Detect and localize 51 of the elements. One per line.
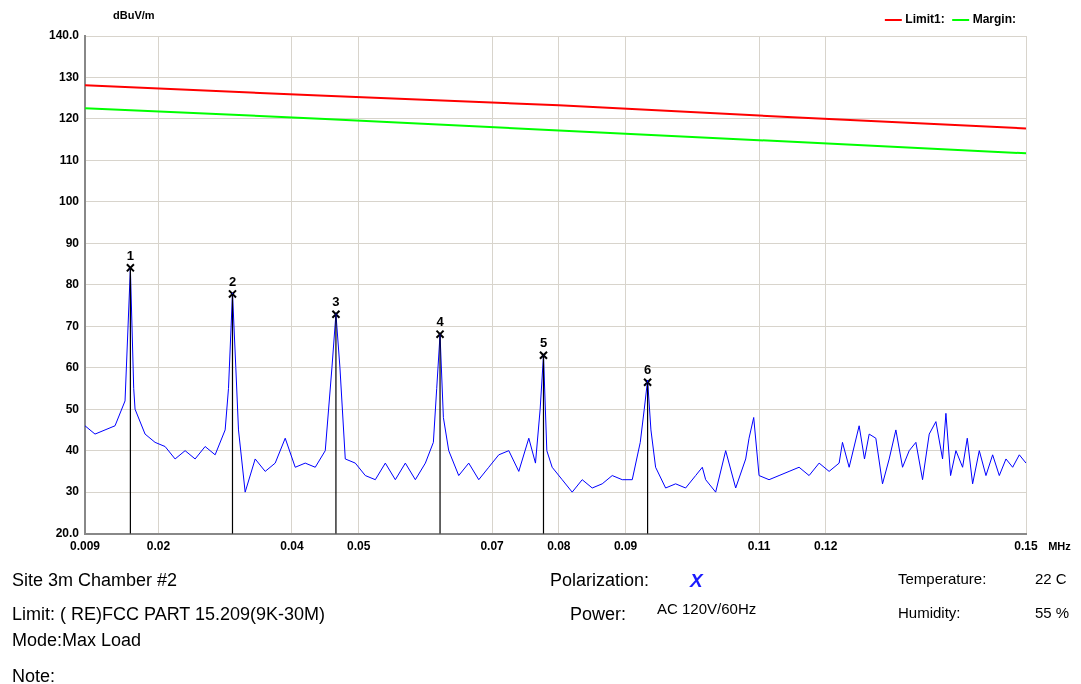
x-tick-label: 0.08: [547, 539, 571, 554]
y-tick-label: 20.0: [55, 525, 80, 540]
point: [538, 350, 549, 360]
x-tick-label: 0.05: [346, 539, 371, 554]
text: Power:: [570, 604, 627, 625]
x-tick-label: 0.12: [814, 539, 838, 554]
y-tick-label: 110: [59, 152, 80, 167]
point: [125, 263, 135, 273]
text: Note:: [12, 666, 56, 684]
text: Temperature:: [898, 570, 987, 587]
x-tick-label: 0.02: [146, 539, 171, 554]
annotation: 4: [436, 314, 445, 330]
annotation: 1: [126, 247, 134, 263]
y-tick-label: 100: [58, 194, 80, 209]
annotation: 5: [539, 335, 548, 351]
text: Mode:Max Load: [12, 630, 142, 651]
x-axis-title: MHz: [1048, 540, 1072, 553]
y-axis-title: dBuV/m: [113, 9, 155, 22]
text: X: [690, 570, 703, 592]
y-tick-label: 140.0: [48, 28, 80, 43]
y-tick-label: 120: [58, 111, 80, 126]
legend-label: Margin:: [972, 12, 1017, 27]
x-tick-label: 0.07: [480, 539, 505, 554]
y-tick-label: 30: [65, 484, 80, 499]
point: [331, 309, 341, 319]
x-tick-label: 0.11: [747, 539, 771, 554]
y-tick-label: 40: [65, 442, 80, 457]
point: [435, 329, 445, 339]
text: Humidity:: [898, 604, 961, 621]
x-tick-label: 0.15: [1014, 539, 1038, 554]
x-tick-label: 0.009: [69, 539, 101, 554]
text: Limit: ( RE)FCC PART 15.209(9K-30M): [12, 604, 326, 625]
text: Site 3m Chamber #2: [12, 570, 178, 591]
annotation: 6: [643, 362, 652, 378]
text: Polarization:: [550, 570, 650, 591]
y-tick-label: 90: [65, 235, 80, 250]
annotation: 3: [332, 294, 340, 310]
legend-label: Limit1:: [905, 12, 945, 27]
point: [643, 377, 653, 387]
text: 22 C: [1035, 570, 1067, 587]
x-tick-label: 0.09: [613, 539, 638, 554]
text: AC 120V/60Hz: [657, 600, 757, 617]
y-tick-label: 60: [65, 360, 80, 375]
y-tick-label: 50: [65, 401, 80, 416]
annotation: 2: [228, 274, 237, 289]
y-tick-label: 80: [65, 277, 80, 292]
text: 55 %: [1035, 604, 1070, 621]
x-tick-label: 0.04: [280, 539, 304, 554]
y-tick-label: 130: [58, 69, 80, 84]
y-tick-label: 70: [65, 318, 80, 333]
point: [227, 289, 238, 299]
